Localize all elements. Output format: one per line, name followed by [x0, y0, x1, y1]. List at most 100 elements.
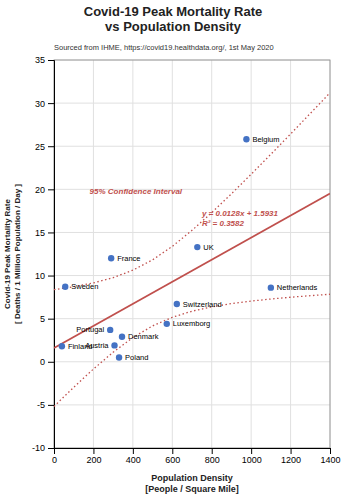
y-tick: -5 [37, 400, 54, 410]
y-tick-label: 25 [35, 142, 45, 152]
regression-line [54, 194, 330, 349]
grid-line-x [211, 60, 212, 448]
point-label: Poland [125, 353, 148, 362]
y-tick-label: -5 [37, 400, 45, 410]
equation-line: y = 0.0128x + 1.5931 [201, 209, 279, 218]
equation-annotation: y = 0.0128x + 1.5931R² = 0.3582 [201, 209, 279, 228]
grid-line-x [290, 60, 291, 448]
y-tick-mark [48, 189, 54, 190]
annotations: y = 0.0128x + 1.5931R² = 0.3582 95% Confi… [90, 187, 279, 229]
x-axis-title: Population Density[People / Square Mile] [145, 473, 239, 494]
grid-line-x [93, 60, 94, 448]
y-tick-mark [48, 103, 54, 104]
plot-frame [54, 60, 330, 448]
x-tick-mark [93, 448, 94, 454]
x-tick: 1000 [242, 448, 262, 465]
y-tick-mark [48, 60, 54, 61]
grid-line-y [54, 361, 330, 362]
point-label: Netherlands [277, 283, 318, 292]
grid-line-x [172, 60, 173, 448]
point-label: Finland [68, 342, 93, 351]
data-point [108, 255, 114, 261]
point-label: UK [203, 243, 213, 252]
point-label: Luxemborg [173, 319, 211, 328]
y-tick-mark [48, 232, 54, 233]
confidence-line [54, 294, 330, 406]
y-tick: 10 [35, 271, 54, 281]
data-point [59, 343, 65, 349]
data-point [111, 342, 117, 348]
y-tick-label: -10 [32, 443, 45, 453]
x-axis: 0 200 400 600 800 1000 1200 1400 [52, 448, 341, 465]
x-axis-title-line: Population Density [151, 473, 233, 483]
point-label: France [117, 254, 140, 263]
x-tick-mark [212, 448, 213, 454]
x-tick: 200 [86, 448, 101, 465]
subtitle: Sourced from IHME, https://covid19.healt… [54, 43, 274, 52]
y-tick-label: 10 [35, 271, 45, 281]
title: Covid-19 Peak Mortality Ratevs Populatio… [84, 4, 262, 34]
y-tick-mark [48, 362, 54, 363]
y-axis-title-line: Covid-19 Peak Mortality Rate [3, 199, 12, 309]
point-labels: Belgium UK France Netherlands Sweden Switzerl… [68, 135, 318, 362]
x-axis-title-line: [People / Square Mile] [145, 484, 239, 494]
y-tick-mark [48, 448, 54, 449]
x-tick-mark [291, 448, 292, 454]
y-tick-mark [48, 319, 54, 320]
y-tick: 20 [35, 185, 54, 195]
y-tick: 15 [35, 228, 54, 238]
grid-line-y [54, 275, 330, 276]
x-domain [55, 449, 331, 455]
y-tick-label: 0 [40, 357, 45, 367]
grid [54, 60, 330, 448]
y-axis-title-line: [ Deaths / 1 Million Population / Day ] [13, 184, 22, 324]
x-tick: 800 [205, 448, 220, 465]
y-tick: 0 [40, 357, 54, 367]
data-point [174, 301, 180, 307]
marks [54, 93, 330, 407]
data-point [116, 354, 122, 360]
point-label: Sweden [71, 282, 98, 291]
data-point [62, 284, 68, 290]
point-label: Switzerland [183, 300, 222, 309]
y-tick-mark [48, 276, 54, 277]
equation-line: R² = 0.3582 [202, 219, 245, 228]
x-tick-label: 800 [205, 455, 220, 465]
y-tick-label: 20 [35, 185, 45, 195]
y-tick-mark [48, 146, 54, 147]
x-tick-mark [251, 448, 252, 454]
y-tick: -10 [32, 443, 54, 453]
y-axis: -10-505101520253035 [32, 55, 55, 453]
data-point [194, 244, 200, 250]
y-tick-label: 5 [40, 314, 45, 324]
y-axis-title: Covid-19 Peak Mortality Rate[ Deaths / 1… [3, 184, 22, 324]
x-tick-label: 1000 [242, 455, 262, 465]
x-tick: 0 [52, 448, 57, 465]
title-line: vs Population Density [105, 19, 242, 34]
data-point [164, 321, 170, 327]
x-tick-label: 400 [126, 455, 141, 465]
x-tick-mark [133, 448, 134, 454]
x-tick: 1400 [320, 448, 340, 465]
y-tick: 25 [35, 142, 54, 152]
y-tick-label: 30 [35, 98, 45, 108]
x-tick-mark [330, 448, 331, 454]
plot-area: 0 200 400 600 800 1000 1200 1400 -10 -5 0 5 10 15 20 25… [32, 55, 341, 465]
y-tick: 5 [40, 314, 54, 324]
data-point [107, 327, 113, 333]
x-tick-label: 1200 [281, 455, 301, 465]
x-tick: 400 [126, 448, 141, 465]
ci-annotation: 95% Confidence Interval [90, 187, 183, 196]
title-line: Covid-19 Peak Mortality Rate [84, 4, 262, 19]
grid-line-y [54, 232, 330, 233]
point-label: Belgium [252, 135, 279, 144]
data-point [243, 136, 249, 142]
x-tick-label: 200 [86, 455, 101, 465]
point-label: Denmark [128, 332, 159, 341]
x-tick-label: 0 [52, 455, 57, 465]
confidence-line [54, 93, 330, 290]
data-point [119, 334, 125, 340]
x-tick-label: 600 [165, 455, 180, 465]
y-tick: 30 [35, 98, 54, 108]
grid-line-y [54, 146, 330, 147]
